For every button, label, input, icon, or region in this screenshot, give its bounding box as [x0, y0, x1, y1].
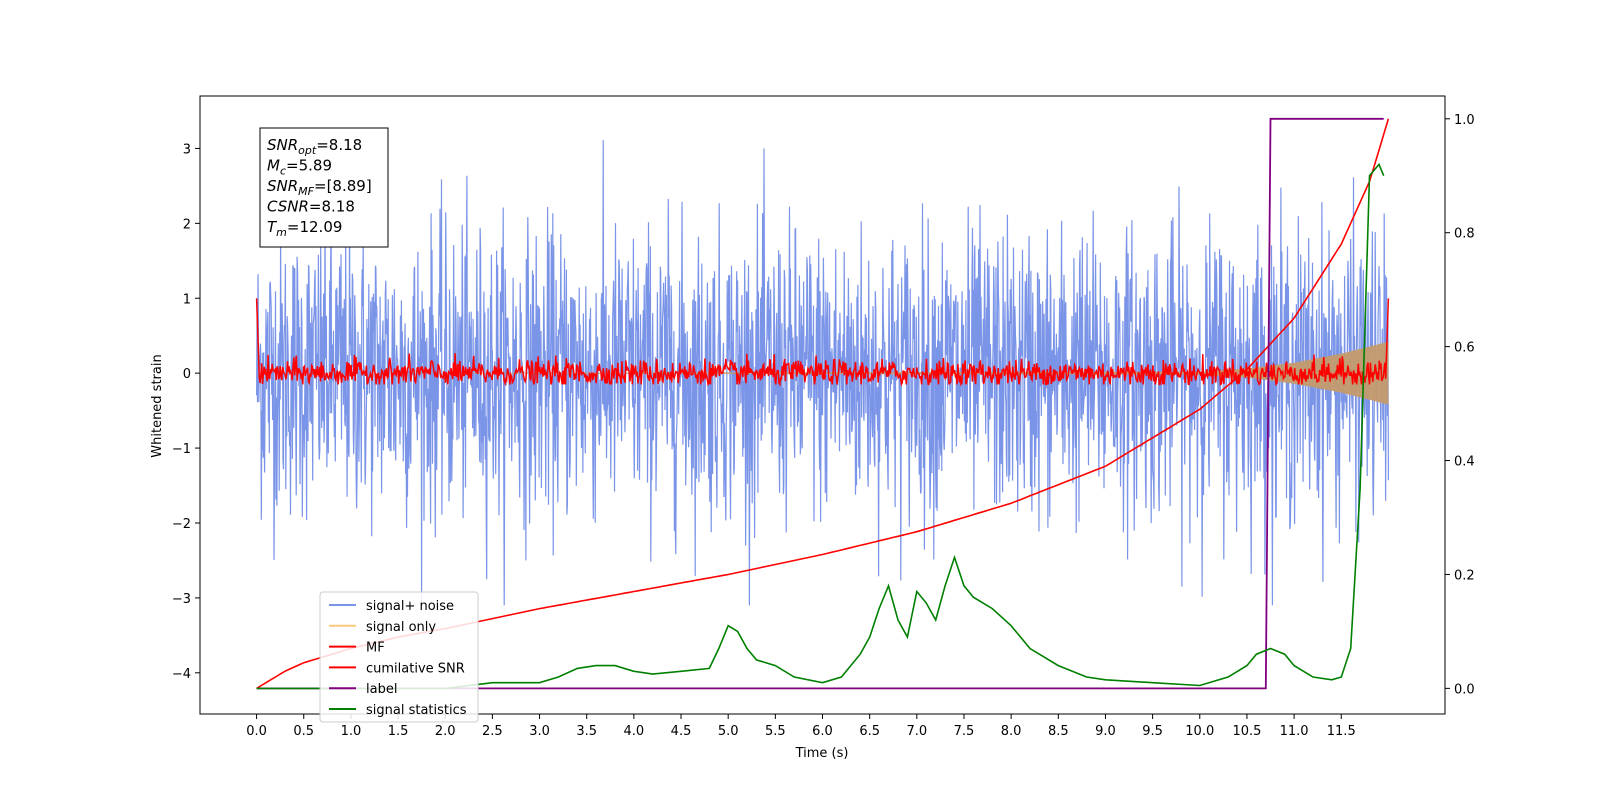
- x-tick-label: 5.0: [718, 724, 739, 739]
- x-tick-label: 2.0: [435, 724, 456, 739]
- x-tick-label: 7.0: [906, 724, 927, 739]
- info-box-text: SNRopt=8.18 Mc=5.89 SNRMF=[8.89] CSNR=8.18 T…: [267, 136, 372, 239]
- x-tick-label: 1.0: [341, 724, 362, 739]
- y-tick-label: −2: [172, 517, 191, 532]
- info-subscript: c: [280, 165, 286, 178]
- y-tick-label: 1: [183, 292, 191, 307]
- x-tick-label: 11.5: [1327, 724, 1356, 739]
- y-tick-label: −3: [172, 592, 191, 607]
- x-tick-label: 2.5: [482, 724, 503, 739]
- axes: 0.0 0.5 1.0 1.5 2.0 2.5 3.0 3.5 4.0 4.5 5.0 5.5 6.0 6…: [172, 95, 1475, 739]
- x-tick-label: 9.5: [1142, 724, 1163, 739]
- info-subscript: opt: [298, 144, 317, 157]
- x-axis-label: Time (s): [795, 746, 849, 761]
- info-subscript: m: [276, 226, 287, 239]
- y2-tick-label: 0.8: [1454, 227, 1475, 242]
- info-value: =12.09: [287, 218, 343, 236]
- x-tick-label: 0.5: [293, 724, 314, 739]
- y2-tick-label: 0.4: [1454, 455, 1475, 470]
- legend-label: label: [366, 682, 397, 697]
- info-value: =5.89: [286, 157, 332, 175]
- info-box-frame: [259, 127, 389, 248]
- x-tick-label: 6.5: [859, 724, 880, 739]
- x-tick-label: 9.0: [1095, 724, 1116, 739]
- info-name: M: [267, 157, 280, 175]
- info-value: =8.18: [316, 136, 362, 154]
- legend: signal+ noise signal only MF cumilative SNR…: [319, 591, 479, 723]
- x-tick-label: 3.0: [529, 724, 550, 739]
- y-tick-label: −1: [172, 442, 191, 457]
- y-tick-label: 3: [183, 142, 191, 157]
- y2-tick-label: 0.6: [1454, 341, 1475, 356]
- x-tick-label: 7.5: [954, 724, 975, 739]
- info-box: SNRopt=8.18 Mc=5.89 SNRMF=[8.89] CSNR=8.18 T…: [259, 127, 389, 248]
- x-tick-label: 1.5: [388, 724, 409, 739]
- info-value: =8.18: [309, 198, 355, 216]
- x-tick-label: 0.0: [246, 724, 267, 739]
- legend-label: signal only: [366, 620, 436, 635]
- info-name: CSNR: [267, 198, 309, 216]
- x-tick-label: 4.5: [671, 724, 692, 739]
- x-tick-label: 4.0: [624, 724, 645, 739]
- y2-tick-label: 0.2: [1454, 568, 1475, 583]
- y-tick-label: 0: [183, 367, 191, 382]
- x-tick-label: 8.5: [1048, 724, 1069, 739]
- x-tick-label: 5.5: [765, 724, 786, 739]
- info-subscript: MF: [298, 185, 314, 198]
- legend-label: MF: [366, 641, 385, 656]
- legend-label: cumilative SNR: [366, 661, 465, 676]
- y-axis-label: Whitened strain: [150, 354, 165, 457]
- x-tick-label: 3.5: [576, 724, 597, 739]
- info-name: SNR: [267, 177, 298, 195]
- y2-tick-label: 0.0: [1454, 682, 1475, 697]
- x-tick-label: 11.0: [1280, 724, 1309, 739]
- x-tick-label: 10.0: [1185, 724, 1214, 739]
- legend-frame: [319, 591, 479, 723]
- x-tick-label: 6.0: [812, 724, 833, 739]
- info-name: SNR: [267, 136, 298, 154]
- x-tick-label: 10.5: [1232, 724, 1261, 739]
- signal-statistics-line: [256, 162, 1385, 690]
- label-line: [256, 117, 1384, 690]
- x-tick-label: 8.0: [1001, 724, 1022, 739]
- y2-tick-label: 1.0: [1454, 113, 1475, 128]
- y-tick-label: −4: [172, 667, 191, 682]
- legend-label: signal+ noise: [366, 599, 454, 614]
- legend-label: signal statistics: [366, 703, 467, 718]
- info-value: =[8.89]: [314, 177, 372, 195]
- y-tick-label: 2: [183, 217, 191, 232]
- info-name: T: [267, 218, 278, 236]
- mf-line: [255, 298, 1390, 387]
